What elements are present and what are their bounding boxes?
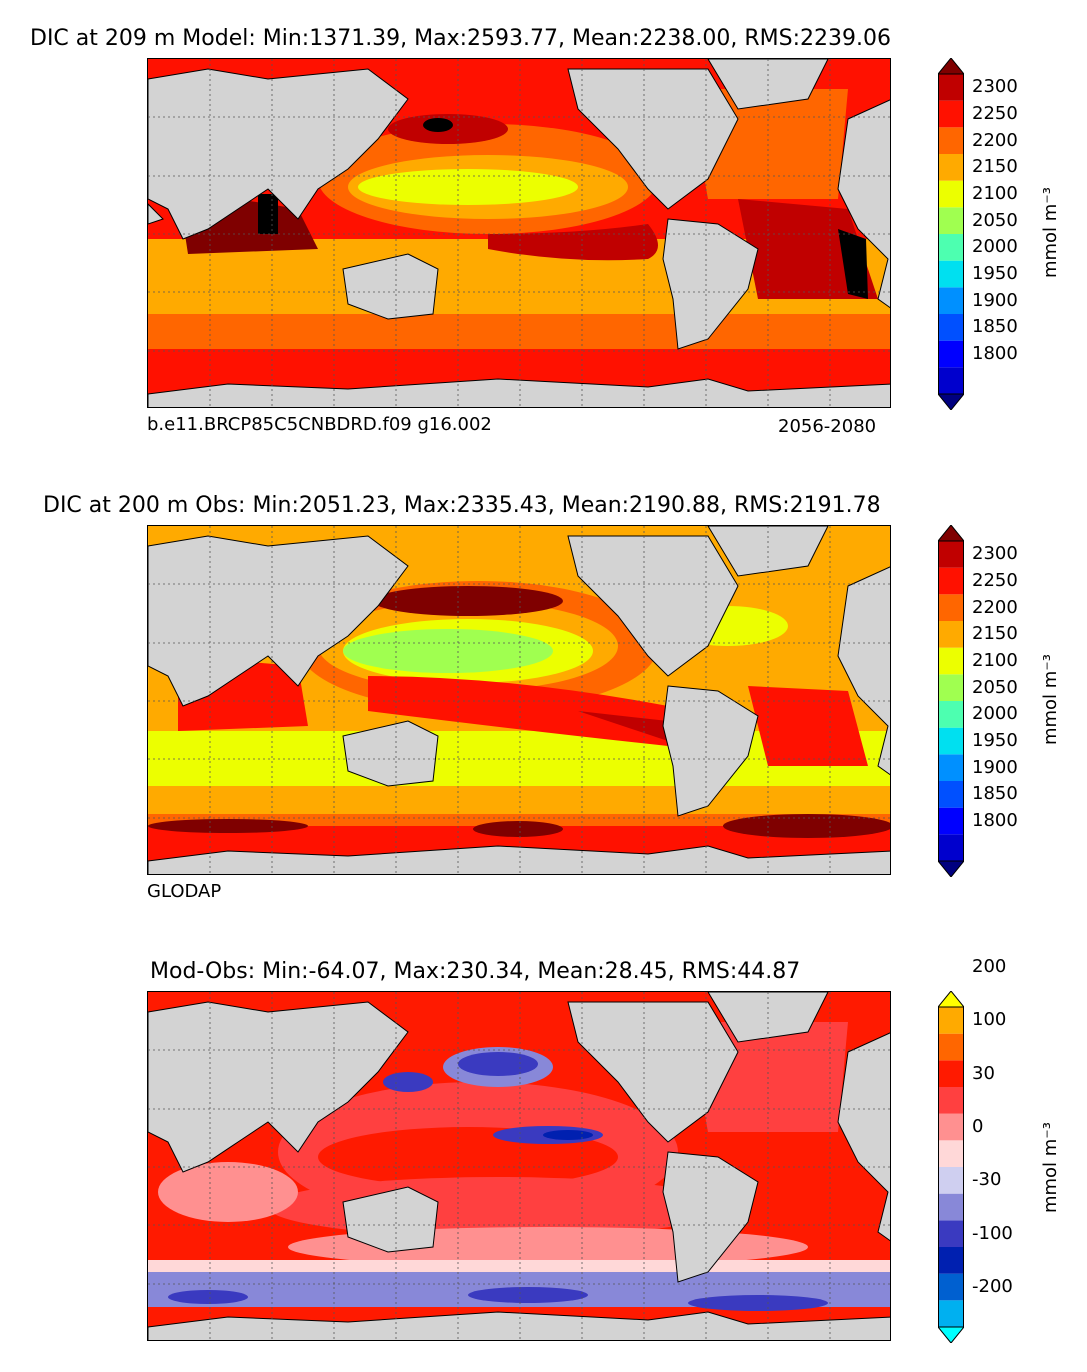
colorbar-box xyxy=(938,594,964,621)
colorbar-box xyxy=(938,1033,964,1061)
colorbar-tick-label: 1800 xyxy=(972,343,1018,364)
panel-2-map-graphic xyxy=(148,526,890,874)
colorbar-tick-label: 2150 xyxy=(972,623,1018,645)
colorbar-extend-high xyxy=(938,525,964,542)
colorbar-box xyxy=(938,1247,964,1274)
colorbar-tick-label: 2050 xyxy=(972,209,1018,231)
colorbar-box xyxy=(938,314,964,341)
colorbar-extend-low xyxy=(938,1326,964,1343)
panel-1-map-graphic xyxy=(148,59,890,407)
colorbar-box xyxy=(938,1113,964,1141)
colorbar-extend-high xyxy=(938,991,964,1008)
colorbar-tick-label: 200 xyxy=(972,956,1007,977)
panel-1-right-caption: 2056-2080 xyxy=(778,416,877,437)
colorbar-box xyxy=(938,207,964,234)
colorbar-tick-label: 1900 xyxy=(972,756,1018,778)
colorbar-tick-label: -30 xyxy=(972,1169,1002,1191)
colorbar-tick-label: 2250 xyxy=(972,103,1018,124)
panel-2-title: DIC at 200 m Obs: Min:2051.23, Max:2335.… xyxy=(43,493,881,518)
colorbar-box xyxy=(938,541,964,568)
colorbar-box xyxy=(938,340,964,368)
colorbar-frame xyxy=(938,540,964,862)
colorbar-box xyxy=(938,287,964,314)
colorbar-box xyxy=(938,701,964,728)
panel-3-unit: mmol m⁻³ xyxy=(1040,1121,1062,1214)
panel-2-left-caption: GLODAP xyxy=(147,881,222,902)
colorbar-box xyxy=(938,834,964,861)
colorbar-tick-label: 2200 xyxy=(972,596,1018,618)
panel-2-map xyxy=(147,525,891,875)
colorbar-box xyxy=(938,754,964,781)
panel-3-colorbar-graphic xyxy=(938,991,964,1343)
colorbar-tick-label: 30 xyxy=(972,1062,995,1084)
colorbar-tick-label: 2200 xyxy=(972,129,1018,151)
colorbar-tick-label: 2100 xyxy=(972,650,1018,671)
colorbar-box xyxy=(938,234,964,261)
colorbar-tick-label: 2000 xyxy=(972,236,1018,258)
colorbar-tick-label: 2300 xyxy=(972,76,1018,98)
colorbar-box xyxy=(938,621,964,648)
colorbar-tick-label: 2150 xyxy=(972,156,1018,178)
colorbar-tick-label: 2050 xyxy=(972,676,1018,698)
colorbar-box xyxy=(938,100,964,128)
colorbar-tick-label: 1800 xyxy=(972,810,1018,831)
colorbar-tick-label: 2000 xyxy=(972,703,1018,725)
colorbar-extend-high xyxy=(938,58,964,75)
colorbar-tick-label: 100 xyxy=(972,1009,1007,1031)
colorbar-box xyxy=(938,1167,964,1194)
colorbar-tick-label: 1950 xyxy=(972,730,1018,751)
colorbar-box xyxy=(938,180,964,208)
panel-3-colorbar xyxy=(938,991,964,1343)
colorbar-tick-label: 2100 xyxy=(972,183,1018,204)
panel-2-colorbar-graphic xyxy=(938,525,964,877)
colorbar-box xyxy=(938,807,964,835)
panel-1-unit: mmol m⁻³ xyxy=(1040,186,1062,279)
colorbar-box xyxy=(938,1220,964,1247)
colorbar-box xyxy=(938,154,964,181)
colorbar-box xyxy=(938,647,964,675)
colorbar-tick-label: 1950 xyxy=(972,263,1018,284)
panel-1-title: DIC at 209 m Model: Min:1371.39, Max:259… xyxy=(30,26,891,51)
panel-2-unit: mmol m⁻³ xyxy=(1040,653,1062,746)
colorbar-frame xyxy=(938,73,964,395)
colorbar-tick-label: 1900 xyxy=(972,289,1018,311)
panel-1-map xyxy=(147,58,891,408)
colorbar-box xyxy=(938,1007,964,1034)
colorbar-extend-low xyxy=(938,860,964,877)
colorbar-frame xyxy=(938,1006,964,1328)
colorbar-box xyxy=(938,127,964,154)
panel-1-colorbar-graphic xyxy=(938,58,964,410)
panel-1-left-caption: b.e11.BRCP85C5CNBDRD.f09 g16.002 xyxy=(147,414,492,435)
colorbar-box xyxy=(938,260,964,288)
colorbar-box xyxy=(938,74,964,101)
colorbar-tick-label: 1850 xyxy=(972,783,1018,805)
colorbar-tick-label: 0 xyxy=(972,1116,984,1137)
colorbar-tick-label: 2300 xyxy=(972,543,1018,565)
colorbar-box xyxy=(938,674,964,701)
colorbar-box xyxy=(938,567,964,595)
panel-2-colorbar xyxy=(938,525,964,877)
colorbar-box xyxy=(938,1060,964,1087)
colorbar-box xyxy=(938,727,964,755)
panel-3-map xyxy=(147,991,891,1341)
colorbar-tick-label: 1850 xyxy=(972,316,1018,338)
colorbar-box xyxy=(938,1193,964,1221)
colorbar-tick-label: -200 xyxy=(972,1276,1013,1297)
colorbar-tick-label: 2250 xyxy=(972,570,1018,591)
colorbar-box xyxy=(938,367,964,394)
panel-3-map-graphic xyxy=(148,992,890,1340)
colorbar-box xyxy=(938,1140,964,1167)
colorbar-extend-low xyxy=(938,393,964,410)
colorbar-box xyxy=(938,1087,964,1114)
colorbar-tick-label: -100 xyxy=(972,1222,1013,1244)
colorbar-box xyxy=(938,781,964,808)
panel-1-colorbar xyxy=(938,58,964,410)
colorbar-box xyxy=(938,1273,964,1301)
panel-3-title: Mod-Obs: Min:-64.07, Max:230.34, Mean:28… xyxy=(150,959,801,984)
colorbar-box xyxy=(938,1300,964,1327)
